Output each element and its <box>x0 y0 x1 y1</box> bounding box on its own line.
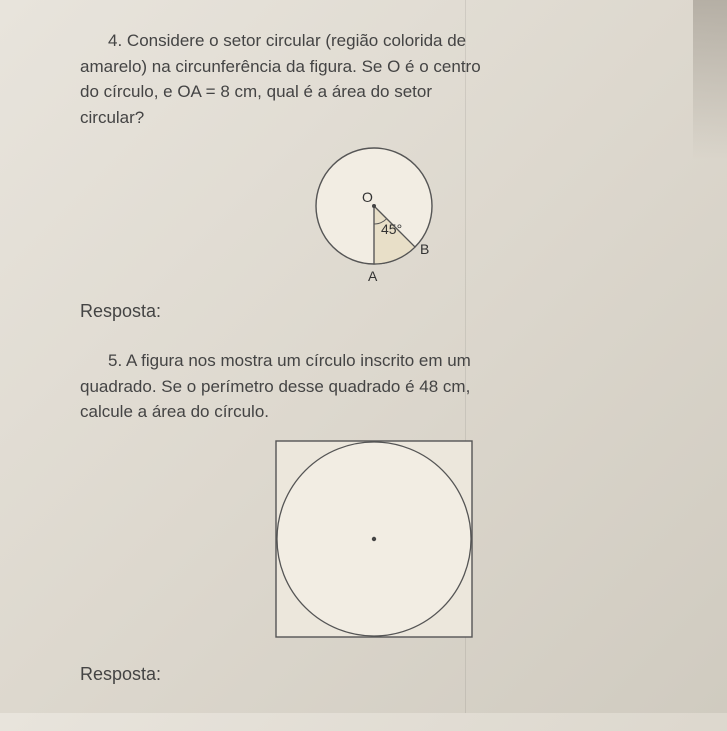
q5-text: 5. A figura nos mostra um círculo inscri… <box>80 348 667 425</box>
q5-figure <box>80 431 667 652</box>
q4-line1: Considere o setor circular (região color… <box>127 31 466 50</box>
q4-line3: do círculo, e OA = 8 cm, qual é a área d… <box>80 82 432 101</box>
q5-resposta-label: Resposta: <box>80 664 667 685</box>
q4-figure: O 45° A B <box>80 136 667 291</box>
q5-number: 5. <box>108 351 122 370</box>
q4-label-a: A <box>368 268 378 284</box>
q4-line4: circular? <box>80 108 144 127</box>
q4-line2: amarelo) na circunferência da figura. Se… <box>80 57 481 76</box>
q5-line2: quadrado. Se o perímetro desse quadrado … <box>80 377 470 396</box>
q4-label-o: O <box>362 189 373 205</box>
question-4: 4. Considere o setor circular (região co… <box>80 28 667 322</box>
q5-line1: A figura nos mostra um círculo inscrito … <box>126 351 471 370</box>
q4-circle-sector-diagram: O 45° A B <box>284 136 464 286</box>
q4-number: 4. <box>108 31 122 50</box>
q5-inscribed-circle-diagram <box>264 431 484 647</box>
q4-resposta-label: Resposta: <box>80 301 667 322</box>
q5-line3: calcule a área do círculo. <box>80 402 269 421</box>
q4-label-b: B <box>420 241 429 257</box>
q4-label-angle: 45° <box>381 221 402 237</box>
page-content: 4. Considere o setor circular (região co… <box>0 0 727 731</box>
question-5: 5. A figura nos mostra um círculo inscri… <box>80 348 667 652</box>
q5-center-dot <box>371 536 375 540</box>
q4-text: 4. Considere o setor circular (região co… <box>80 28 667 130</box>
